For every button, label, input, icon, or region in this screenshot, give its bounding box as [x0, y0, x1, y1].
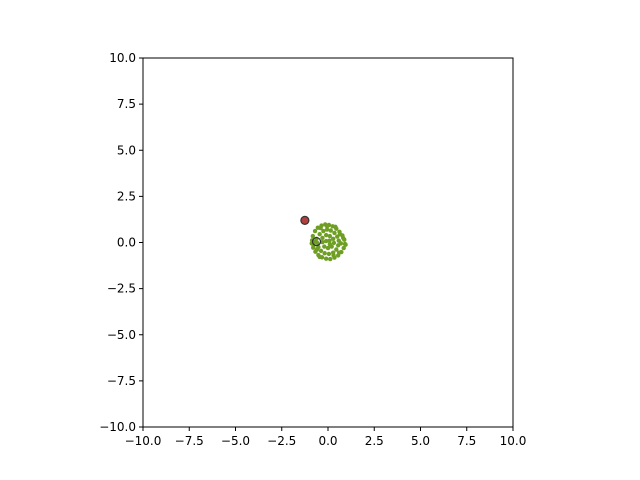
hollow-marker-point	[311, 236, 322, 247]
cluster-point	[320, 235, 325, 241]
x-tick-label: −10.0	[125, 434, 162, 448]
y-tick-label: 7.5	[117, 97, 136, 111]
x-tick-label: −5.0	[221, 434, 250, 448]
cluster-point	[312, 239, 317, 244]
cluster-point	[330, 236, 336, 242]
cluster-point	[332, 230, 337, 236]
cluster-point	[317, 254, 322, 260]
x-tick-label: 7.5	[457, 434, 476, 448]
cluster-point	[341, 245, 346, 251]
x-tick-label: 5.0	[411, 434, 430, 448]
cluster-point	[323, 238, 329, 244]
x-tick-label: 10.0	[500, 434, 527, 448]
y-tick-label: 10.0	[109, 51, 136, 65]
cluster-point	[311, 243, 316, 248]
cluster-point	[334, 247, 339, 252]
cluster-point	[337, 231, 343, 237]
x-tick-label: −2.5	[267, 434, 296, 448]
cluster-point	[324, 224, 330, 229]
x-tick-label: −7.5	[175, 434, 204, 448]
filled-marker-point	[300, 215, 310, 225]
cluster-point	[340, 235, 346, 241]
y-tick-label: 2.5	[117, 189, 136, 203]
x-tick-label: 2.5	[365, 434, 384, 448]
cluster-point	[310, 233, 316, 239]
cluster-point	[321, 228, 326, 234]
y-tick-label: −5.0	[107, 328, 136, 342]
cluster-point	[336, 250, 342, 255]
y-tick-label: 5.0	[117, 143, 136, 157]
cluster-point	[333, 224, 338, 230]
x-tick-label: 0.0	[318, 434, 337, 448]
cluster-point	[324, 227, 330, 232]
cluster-point	[322, 251, 327, 256]
cluster-point	[318, 225, 323, 231]
cluster-point	[331, 253, 336, 258]
cluster-point	[323, 232, 329, 238]
cluster-point	[323, 256, 329, 261]
cluster-point	[326, 251, 332, 257]
cluster-point	[318, 248, 324, 254]
cluster-point	[331, 240, 337, 246]
axes: −10.0 −7.5 −5.0 −2.5 0.0 2.5 5.0 7.5 10.0 −10.0 −7…	[99, 51, 526, 448]
plot-area	[300, 215, 348, 262]
cluster-point	[327, 233, 333, 239]
cluster-point	[325, 245, 331, 251]
cluster-point	[322, 244, 327, 249]
y-tick-label: −7.5	[107, 374, 136, 388]
cluster-point	[312, 228, 318, 234]
y-tick-label: −10.0	[99, 420, 136, 434]
cluster-point	[328, 228, 333, 233]
cluster-point	[317, 231, 322, 237]
y-tick-label: 0.0	[117, 236, 136, 250]
cluster-point	[338, 241, 344, 246]
cluster-point	[314, 247, 320, 252]
cluster-point	[327, 242, 333, 247]
cluster-point	[343, 242, 348, 247]
cluster-point	[320, 239, 325, 245]
y-tick-label: −2.5	[107, 282, 136, 296]
cluster-point	[327, 238, 332, 243]
cluster-point	[328, 256, 333, 262]
